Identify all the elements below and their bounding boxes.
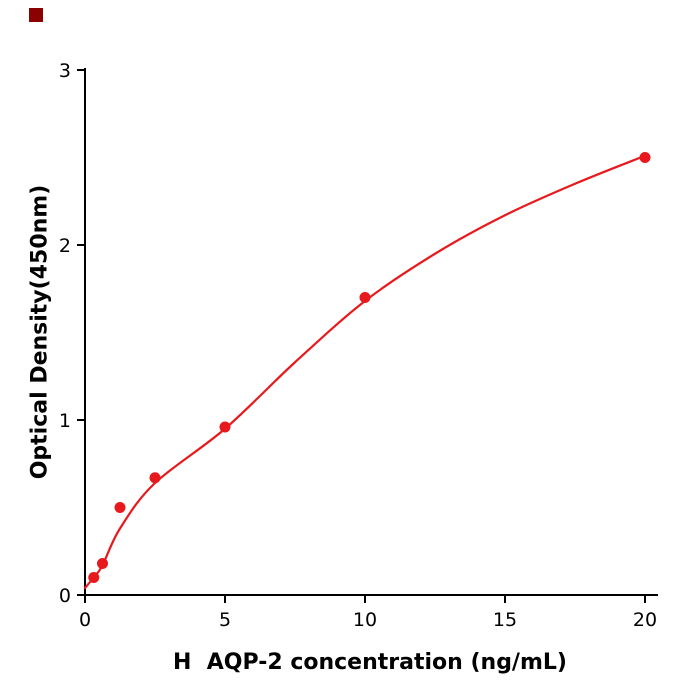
x-axis-label: H AQP-2 concentration (ng/mL) [173, 650, 567, 675]
data-point [219, 421, 231, 433]
corner-mark [29, 8, 43, 22]
data-point [639, 152, 651, 163]
data-point [114, 502, 126, 513]
x-tick-label: 10 [353, 609, 377, 631]
y-tick-label: 0 [59, 585, 71, 607]
fit-curve [83, 154, 647, 590]
data-point [149, 472, 161, 484]
x-tick-label: 20 [633, 609, 657, 631]
x-tick-label: 5 [219, 609, 231, 631]
x-tick-label: 0 [79, 609, 91, 631]
data-point [97, 558, 108, 569]
data-point [88, 572, 100, 583]
y-axis-label: Optical Density(450nm) [27, 184, 53, 480]
y-tick-label: 2 [59, 235, 71, 257]
y-tick-label: 3 [59, 60, 71, 82]
data-point [359, 292, 371, 303]
y-tick-label: 1 [59, 410, 71, 432]
x-tick-label: 15 [493, 609, 517, 631]
